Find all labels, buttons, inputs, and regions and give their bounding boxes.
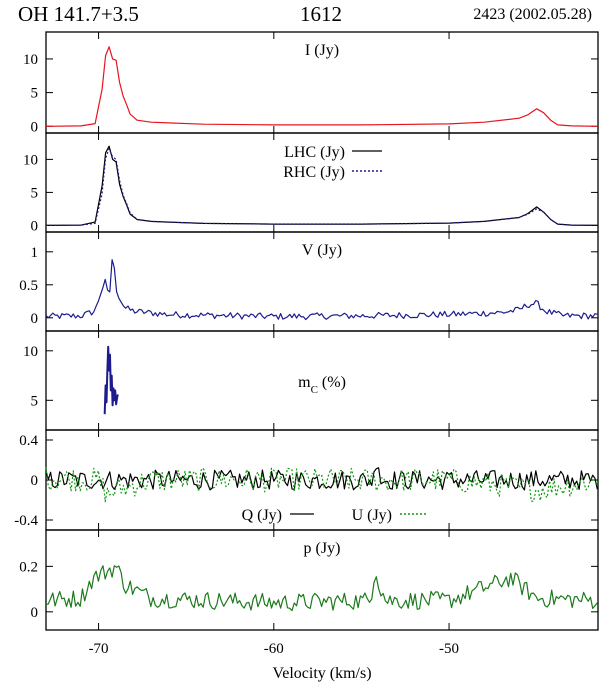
ytick-label-LR-0: 0: [31, 218, 39, 234]
ytick-label-mC-0: 5: [31, 393, 39, 409]
xtick-label-2: -50: [439, 641, 459, 657]
legend-label-q: Q (Jy): [242, 507, 282, 524]
legend-label-rhc: RHC (Jy): [283, 164, 345, 181]
series-line-LR-1: [45, 148, 599, 226]
ytick-label-V-2: 1: [31, 245, 39, 261]
ytick-label-I-0: 0: [31, 119, 39, 135]
series-line-mC-0: [103, 345, 119, 415]
ytick-label-LR-1: 5: [31, 185, 39, 201]
panel-title-V: V (Jy): [302, 242, 342, 259]
xtick-label-1: -60: [264, 641, 284, 657]
series-line-QU-0: [45, 467, 598, 491]
ytick-label-V-1: 0.5: [19, 278, 38, 294]
source-name: OH 141.7+3.5: [18, 2, 139, 26]
ytick-label-LR-2: 10: [23, 152, 38, 168]
legend-label-u: U (Jy): [352, 507, 392, 524]
x-axis-label: Velocity (km/s): [272, 665, 371, 682]
ytick-label-QU-2: 0.4: [19, 433, 38, 449]
ytick-label-QU-0: -0.4: [14, 513, 38, 529]
frequency-label: 1612: [300, 2, 342, 26]
ytick-label-QU-1: 0: [31, 473, 39, 489]
legend-label-lhc: LHC (Jy): [284, 144, 345, 161]
series-line-V-0: [45, 259, 598, 321]
panel-title-I: I (Jy): [305, 42, 339, 59]
ytick-label-I-2: 10: [23, 52, 38, 68]
ytick-label-mC-1: 10: [23, 344, 38, 360]
panel-title-mC: mC (%): [298, 374, 346, 396]
panel-frame-p: [45, 529, 599, 631]
ytick-label-p-0: 0: [31, 605, 39, 621]
series-line-I-0: [45, 46, 599, 127]
observation-label: 2423 (2002.05.28): [473, 6, 592, 23]
ytick-label-p-1: 0.2: [19, 559, 38, 575]
series-line-LR-0: [45, 145, 599, 226]
ytick-label-V-0: 0: [31, 311, 39, 327]
xtick-label-0: -70: [89, 641, 109, 657]
panel-title-p: p (Jy): [304, 540, 341, 557]
series-line-p-0: [45, 565, 598, 612]
series-line-QU-1: [45, 467, 598, 503]
ytick-label-I-1: 5: [31, 86, 39, 102]
